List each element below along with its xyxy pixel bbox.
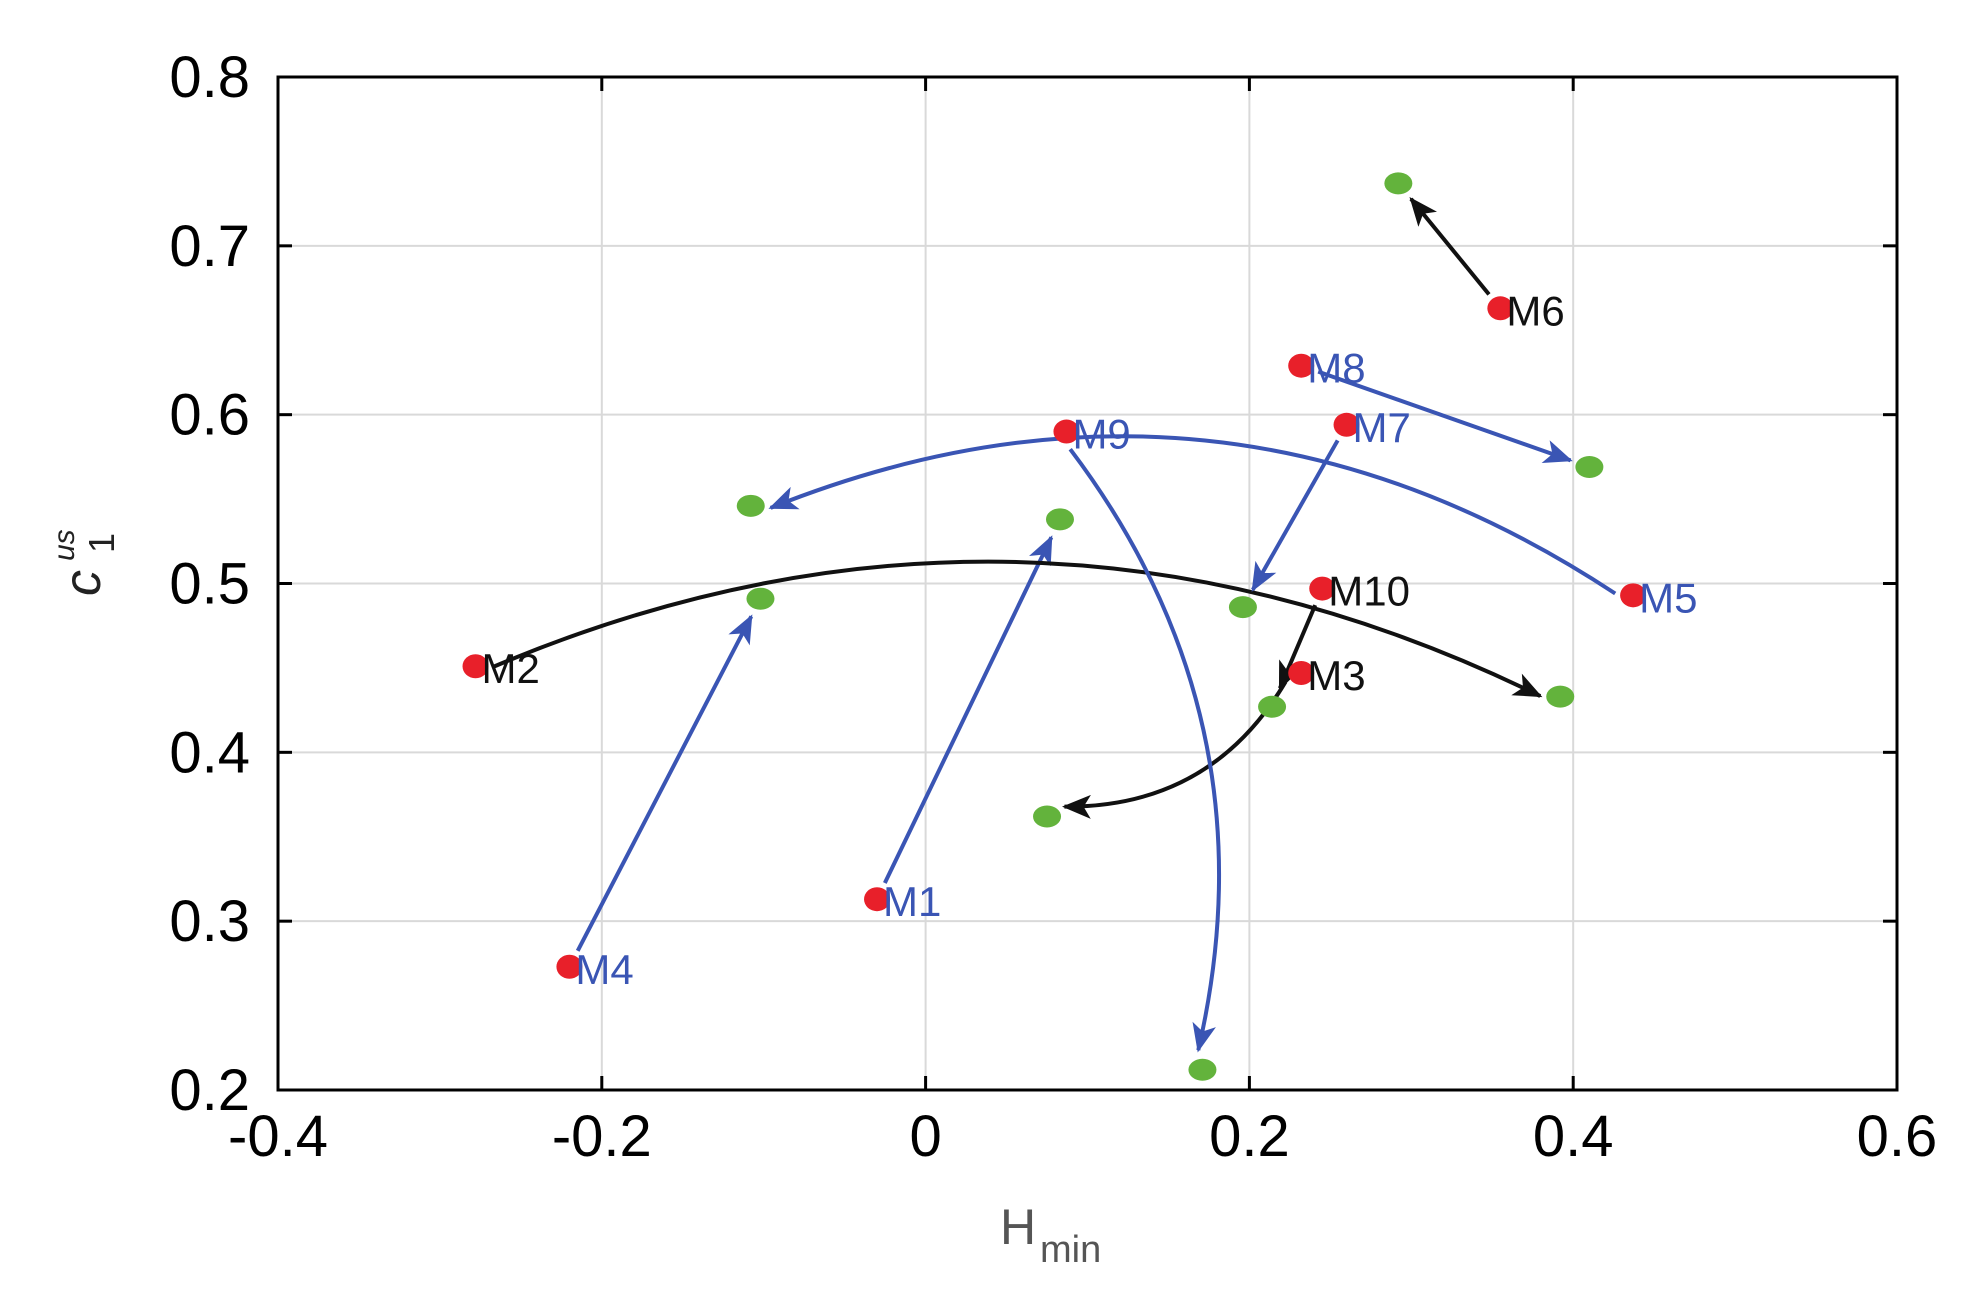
point-label-m6: M6 — [1506, 287, 1564, 334]
axes: -0.4 -0.2 0 0.2 0.4 0.6 0.2 0.3 0.4 0.5 0.6 0.7 0.8 — [169, 45, 1937, 1169]
y-tick-label: 0.8 — [169, 45, 250, 110]
arrow-m4 — [575, 614, 754, 952]
x-tick-label: 0.4 — [1533, 1104, 1614, 1169]
y-axis-label-group: c 1us — [48, 529, 122, 596]
start-point-m8 — [1288, 353, 1315, 378]
end-point-m8 — [1575, 456, 1604, 479]
arrow-m9 — [1068, 447, 1222, 1053]
end-point-m2 — [1546, 685, 1575, 708]
arrow-m3 — [1062, 680, 1288, 819]
x-tick-label: -0.4 — [228, 1104, 328, 1169]
point-label-m2: M2 — [482, 645, 540, 692]
point-label-m4: M4 — [575, 946, 633, 993]
y-tick-label: 0.4 — [169, 720, 250, 785]
point-label-m5: M5 — [1639, 574, 1697, 621]
arrow-m5 — [768, 434, 1617, 596]
end-point-m9 — [1188, 1058, 1217, 1081]
start-point-m3 — [1288, 660, 1315, 685]
start-point-m10 — [1309, 576, 1336, 601]
end-point-m5 — [736, 494, 765, 517]
point-label-m1: M1 — [883, 878, 941, 925]
start-point-m4 — [556, 954, 583, 979]
point-label-m10: M10 — [1328, 568, 1410, 615]
x-tick-label: 0 — [909, 1104, 941, 1169]
end-point-m10 — [1258, 695, 1287, 718]
point-label-m9: M9 — [1072, 411, 1130, 458]
arrow-m7 — [1251, 439, 1340, 592]
y-tick-label: 0.5 — [169, 552, 250, 617]
arrow-m6 — [1409, 196, 1491, 296]
x-axis-label: H — [1000, 1199, 1036, 1255]
start-point-m9 — [1053, 419, 1080, 444]
x-tick-label: 0.6 — [1857, 1104, 1938, 1169]
end-point-m7 — [1228, 596, 1257, 619]
end-point-m1 — [1045, 508, 1074, 531]
points — [462, 172, 1647, 1081]
end-point-m6 — [1384, 172, 1413, 195]
start-point-m2 — [462, 654, 489, 679]
point-label-m3: M3 — [1307, 652, 1365, 699]
point-labels: M1 M2 M3 M4 M5 M6 M7 M8 M9 M10 — [482, 287, 1698, 992]
end-point-m4 — [746, 587, 775, 610]
y-axis-label-superscript: us — [48, 529, 81, 561]
arrow-m10 — [1278, 604, 1318, 691]
x-tick-label: 0.2 — [1209, 1104, 1290, 1169]
y-tick-label: 0.3 — [169, 889, 250, 954]
arrow-m1 — [883, 535, 1054, 884]
y-axis-label-subscript: 1 — [81, 533, 122, 553]
start-point-m1 — [864, 887, 891, 912]
start-point-m6 — [1487, 296, 1514, 321]
y-tick-label: 0.7 — [169, 214, 250, 279]
arrow-m2 — [492, 559, 1543, 698]
x-tick-label: -0.2 — [552, 1104, 652, 1169]
y-tick-label: 0.2 — [169, 1058, 250, 1123]
point-label-m8: M8 — [1307, 345, 1365, 392]
start-point-m5 — [1620, 583, 1647, 608]
end-point-m3 — [1033, 805, 1062, 828]
arrows — [492, 196, 1617, 1053]
y-tick-label: 0.6 — [169, 383, 250, 448]
y-axis-label: c — [54, 570, 112, 596]
start-point-m7 — [1333, 412, 1360, 437]
x-axis-label-subscript: min — [1040, 1229, 1101, 1271]
point-label-m7: M7 — [1353, 404, 1411, 451]
arrow-m8 — [1317, 369, 1573, 463]
